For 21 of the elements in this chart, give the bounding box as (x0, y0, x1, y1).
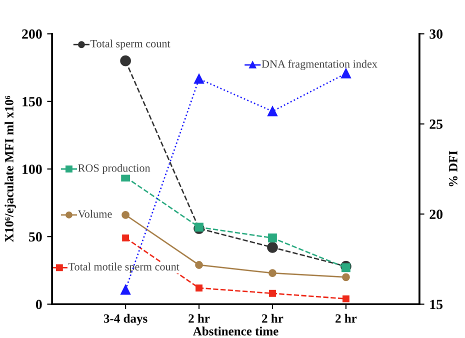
y-axis-title: X10⁶/ejaculate MFI ml x10⁶ (4, 96, 16, 242)
legend-label: Volume (78, 210, 112, 218)
x-tick-label: 2 hr (262, 314, 284, 323)
y-tick-label: 200 (22, 29, 42, 39)
y2-tick-label: 30 (430, 29, 443, 39)
legend-label: Total sperm count (90, 40, 170, 50)
y-tick-label: 150 (22, 96, 42, 106)
legend-label: DNA fragmentation index (262, 60, 378, 70)
y2-tick-label: 15 (430, 300, 443, 310)
y2-tick-label: 25 (430, 120, 443, 129)
y2-tick-label: 20 (430, 210, 443, 220)
x-tick-label: 2 hr (188, 314, 210, 323)
legend-label: Total motile sperm count (68, 262, 180, 273)
y-tick-label: 50 (29, 232, 42, 242)
y2-axis-title: % DFI (448, 150, 458, 186)
legend-label: ROS production (78, 164, 150, 174)
x-tick-label: 3-4 days (104, 314, 148, 326)
y-tick-label: 0 (36, 300, 42, 310)
x-axis-title: Abstinence time (193, 326, 278, 336)
x-tick-label: 2 hr (336, 314, 357, 323)
y-tick-label: 100 (22, 164, 42, 174)
